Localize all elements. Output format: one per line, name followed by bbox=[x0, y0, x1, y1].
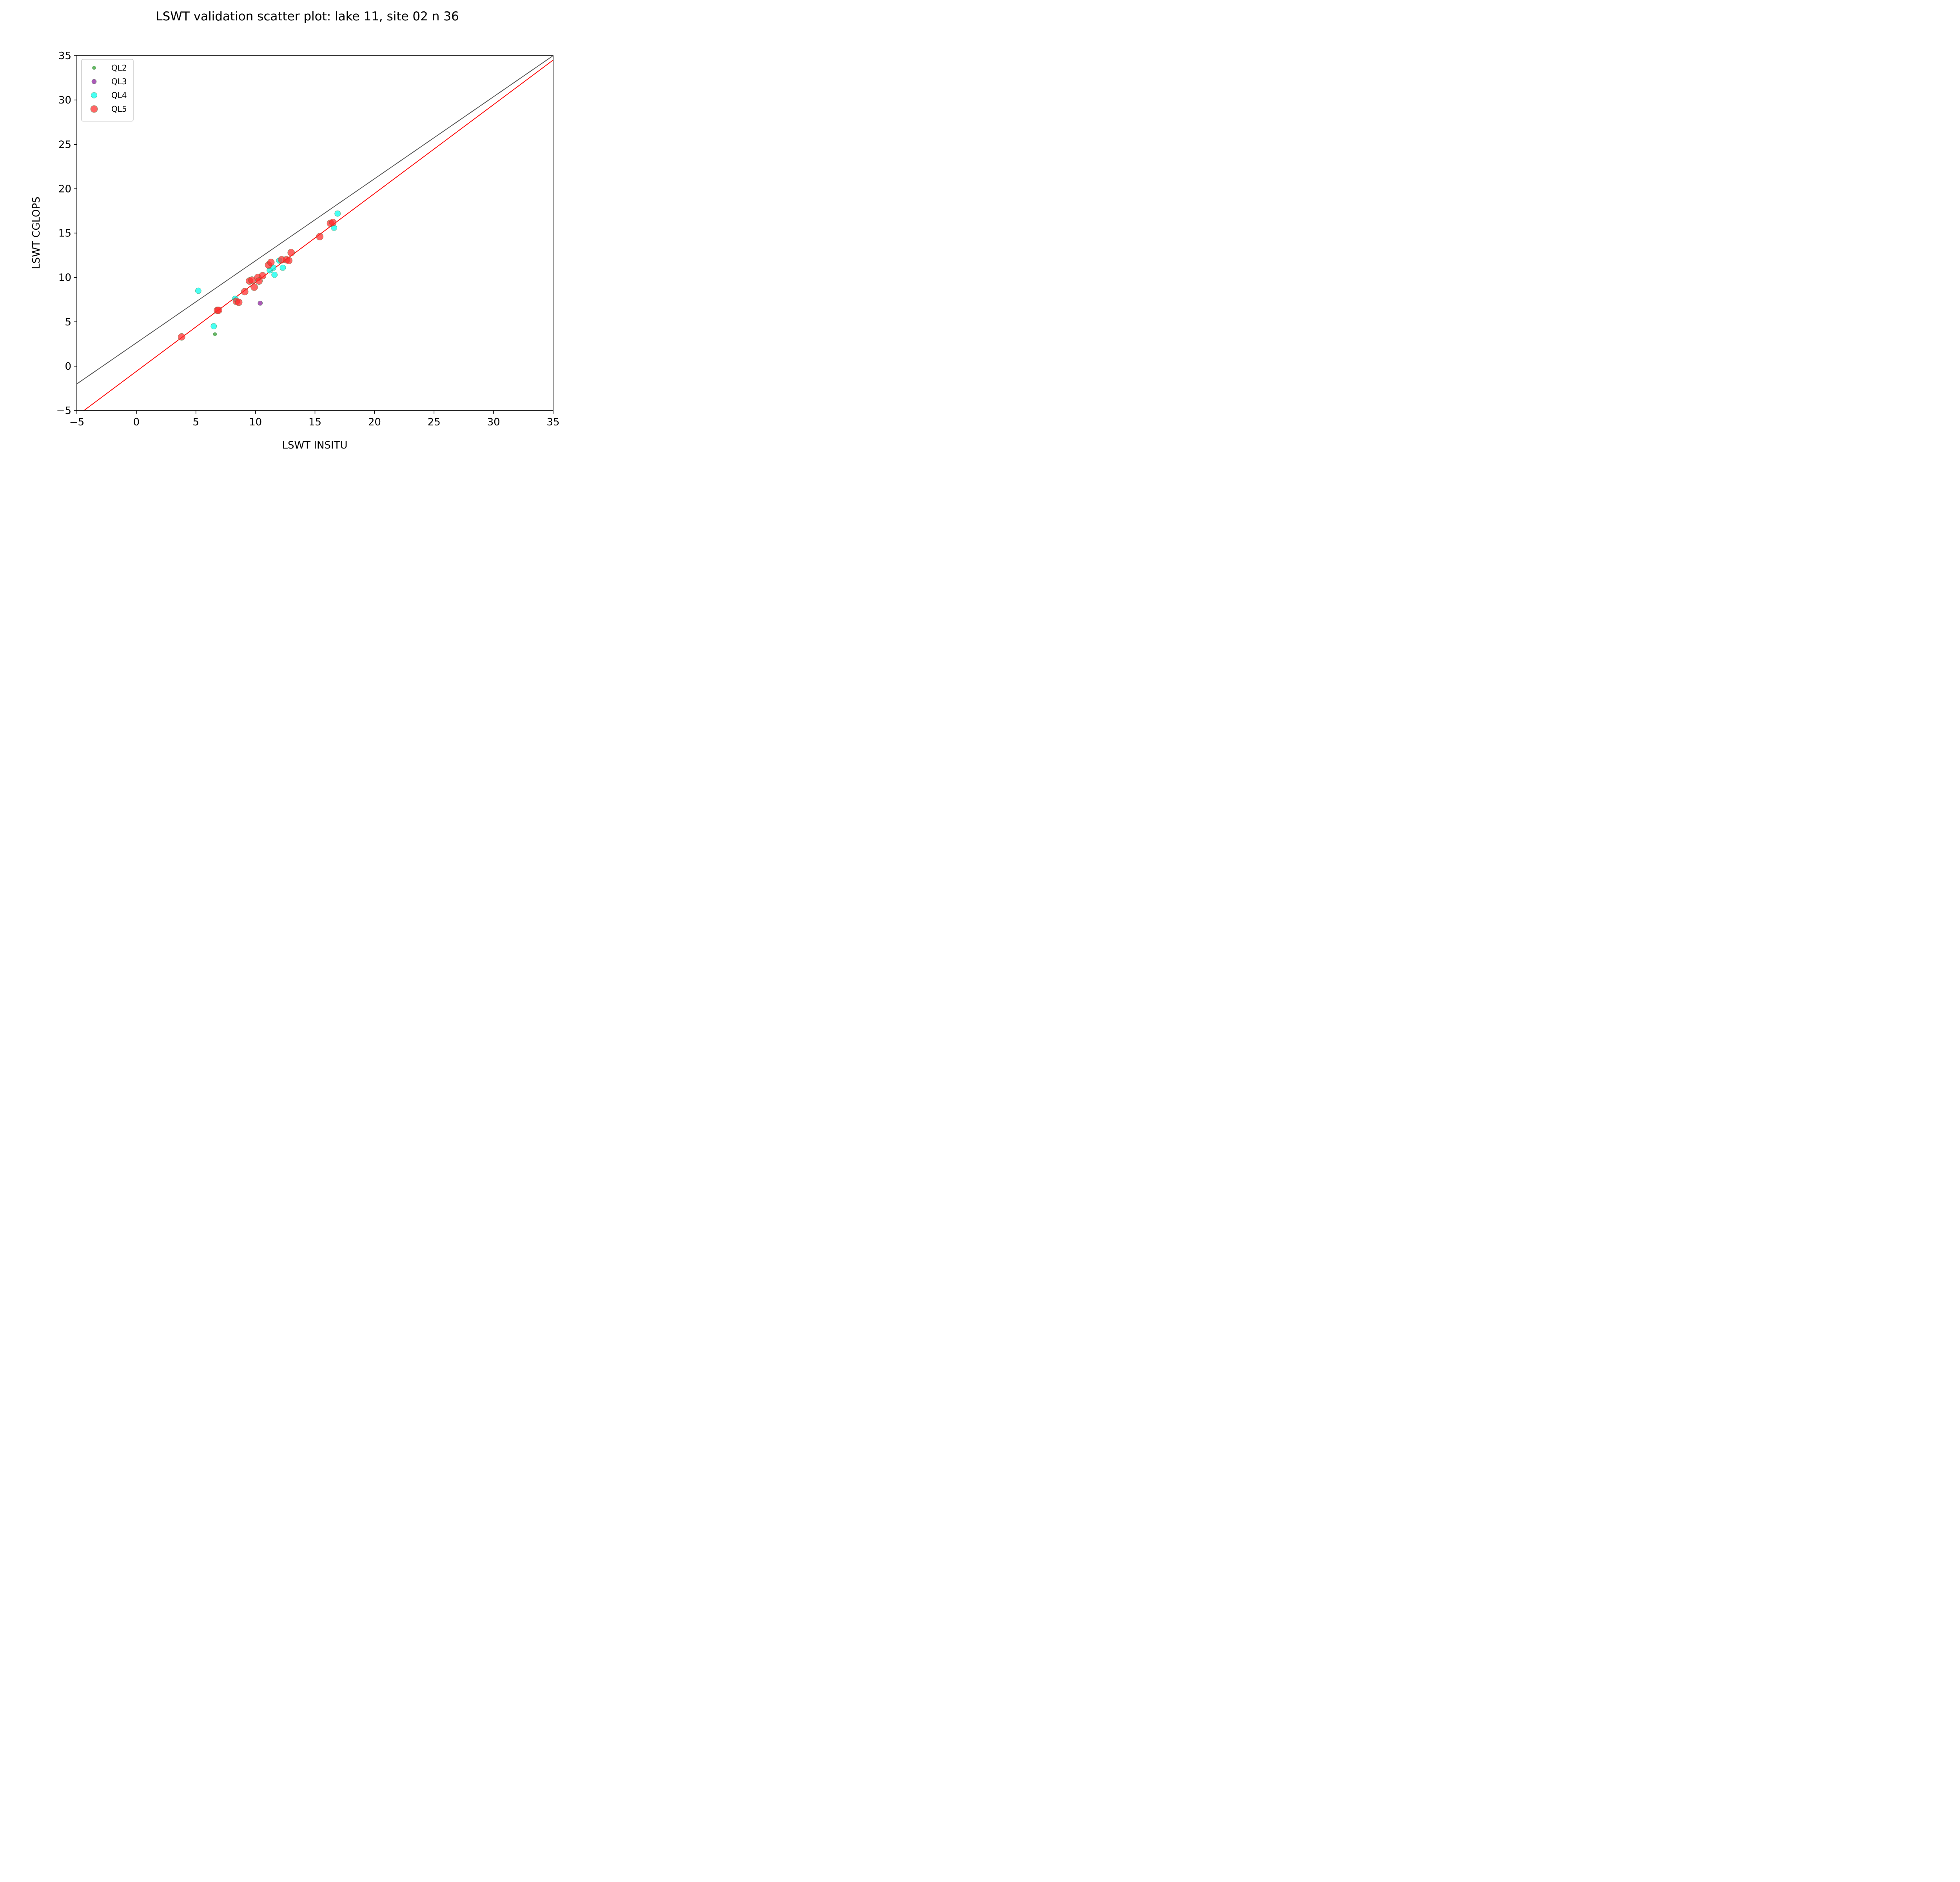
data-point-ql5 bbox=[316, 233, 324, 240]
x-tick-label: 35 bbox=[546, 416, 559, 428]
data-point-ql5 bbox=[241, 288, 249, 296]
plot-area bbox=[77, 56, 553, 411]
plot-frame bbox=[76, 55, 554, 411]
data-point-ql5 bbox=[287, 249, 295, 256]
x-axis: −5 0 5 10 15 20 25 30 35 bbox=[69, 411, 560, 428]
data-point-ql4 bbox=[271, 271, 278, 278]
data-point-ql5 bbox=[285, 257, 293, 265]
legend-label-ql3: QL3 bbox=[111, 77, 127, 86]
legend-marker-ql5 bbox=[90, 105, 98, 113]
data-point-ql4 bbox=[279, 264, 286, 271]
legend-marker-ql4 bbox=[91, 92, 97, 98]
y-tick-label: 15 bbox=[58, 228, 71, 240]
y-tick-label: 5 bbox=[65, 316, 71, 328]
chart-title: LSWT validation scatter plot: lake 11, s… bbox=[156, 9, 459, 24]
series-ql3 bbox=[258, 300, 263, 306]
data-point-ql5 bbox=[235, 298, 243, 306]
chart-canvas: LSWT validation scatter plot: lake 11, s… bbox=[31, 9, 560, 451]
figure: LSWT validation scatter plot: lake 11, s… bbox=[0, 0, 606, 454]
identity-offset-line bbox=[77, 56, 553, 384]
x-tick-label: 15 bbox=[309, 416, 321, 428]
legend-label-ql4: QL4 bbox=[111, 91, 127, 100]
legend-label-ql2: QL2 bbox=[111, 63, 127, 73]
data-point-ql4 bbox=[211, 323, 217, 329]
data-point-ql4 bbox=[195, 287, 201, 294]
data-point-ql5 bbox=[215, 306, 222, 314]
legend: QL2 QL3 QL4 QL5 bbox=[81, 59, 134, 122]
data-point-ql2 bbox=[213, 332, 217, 336]
y-tick-label: 35 bbox=[58, 50, 71, 62]
x-tick-label: 10 bbox=[249, 416, 262, 428]
x-tick-label: 0 bbox=[133, 416, 140, 428]
legend-label-ql5: QL5 bbox=[111, 104, 127, 114]
x-tick-label: 5 bbox=[192, 416, 199, 428]
regression-line bbox=[83, 60, 553, 411]
y-axis: −5 0 5 10 15 20 25 30 35 bbox=[56, 50, 77, 417]
series-ql2 bbox=[213, 332, 217, 336]
y-tick-label: 10 bbox=[58, 272, 71, 284]
x-tick-label: 25 bbox=[428, 416, 441, 428]
y-tick-label: 20 bbox=[58, 183, 71, 195]
y-tick-label: 0 bbox=[65, 361, 71, 372]
y-tick-label: 25 bbox=[58, 139, 71, 151]
data-point-ql5 bbox=[255, 277, 263, 285]
legend-marker-ql2 bbox=[92, 66, 96, 70]
data-point-ql5 bbox=[267, 258, 275, 266]
legend-marker-ql3 bbox=[91, 79, 97, 84]
data-point-ql5 bbox=[329, 218, 337, 226]
y-tick-label: −5 bbox=[56, 405, 71, 417]
series-ql5 bbox=[178, 218, 337, 341]
data-point-ql3 bbox=[258, 300, 263, 306]
x-tick-label: 20 bbox=[368, 416, 381, 428]
data-point-ql5 bbox=[250, 283, 258, 291]
data-point-ql5 bbox=[259, 272, 267, 280]
data-point-ql5 bbox=[178, 333, 185, 341]
x-tick-label: 30 bbox=[487, 416, 500, 428]
data-point-ql4 bbox=[334, 210, 341, 217]
x-axis-label: LSWT INSITU bbox=[282, 440, 347, 451]
y-tick-label: 30 bbox=[58, 94, 71, 106]
x-tick-label: −5 bbox=[69, 416, 84, 428]
y-axis-label: LSWT CGLOPS bbox=[31, 196, 42, 269]
